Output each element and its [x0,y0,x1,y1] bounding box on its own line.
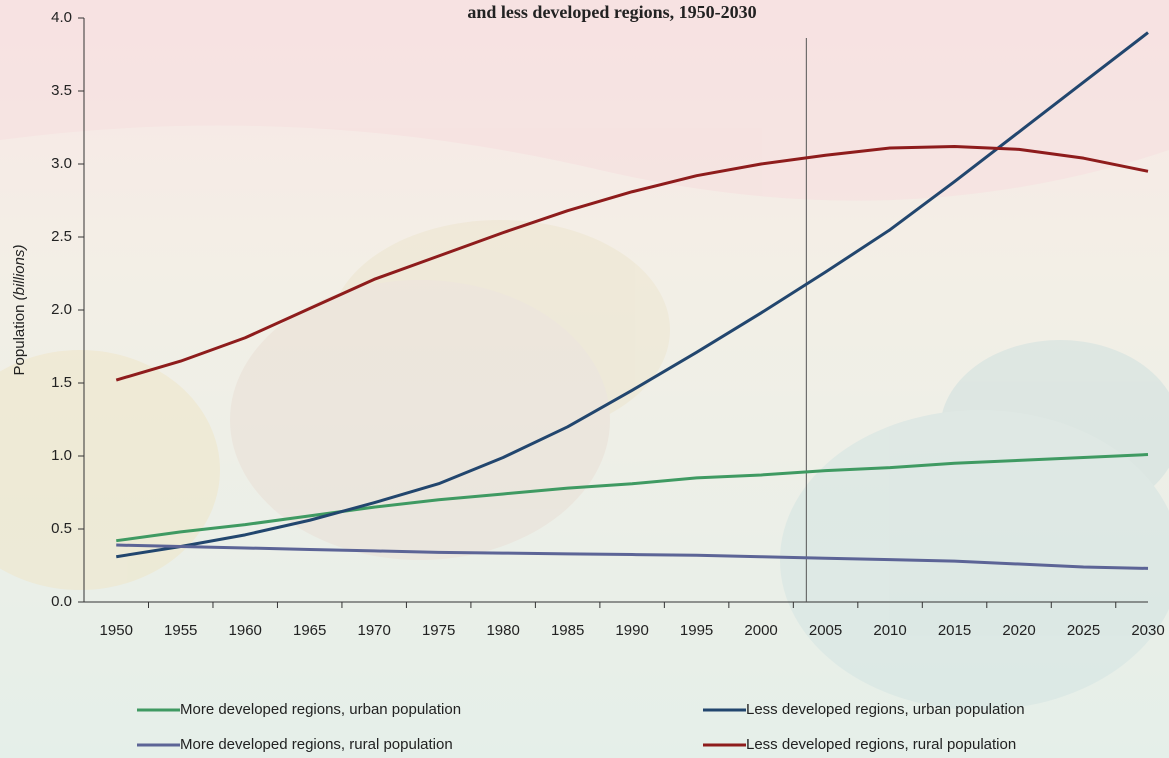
x-tick-label: 2030 [1131,622,1164,639]
x-tick-label: 2025 [1067,622,1100,639]
x-tick-label: 1980 [486,622,519,639]
x-tick-label: 1950 [100,622,133,639]
y-tick-label: 4.0 [51,9,72,26]
legend-label: Less developed regions, urban population [746,701,1025,718]
x-tick-label: 1985 [551,622,584,639]
legend-label: More developed regions, urban population [180,701,461,718]
x-tick-label: 1960 [229,622,262,639]
y-tick-label: 0.5 [51,520,72,537]
legend-label: More developed regions, rural population [180,736,453,753]
x-tick-label: 1975 [422,622,455,639]
x-tick-label: 2000 [744,622,777,639]
x-tick-label: 1995 [680,622,713,639]
x-tick-label: 2020 [1002,622,1035,639]
x-tick-label: 1970 [357,622,390,639]
series-line [116,543,1149,570]
y-tick-label: 0.0 [51,593,72,610]
legend-label: Less developed regions, rural population [746,736,1016,753]
chart-title: and less developed regions, 1950-2030 [467,2,756,22]
y-axis-label: Population (billions) [11,245,28,376]
x-tick-label: 1965 [293,622,326,639]
x-tick-label: 2010 [873,622,906,639]
y-axis-label-main: Population [11,305,28,376]
y-axis-label-unit: (billions) [11,245,28,301]
x-tick-label: 1955 [164,622,197,639]
y-tick-label: 1.0 [51,447,72,464]
y-tick-label: 2.5 [51,228,72,245]
y-tick-label: 2.0 [51,301,72,318]
y-tick-label: 1.5 [51,374,72,391]
series-line [115,144,1149,382]
y-tick-label: 3.0 [51,155,72,172]
x-tick-label: 2015 [938,622,971,639]
x-tick-label: 2005 [809,622,842,639]
y-tick-label: 3.5 [51,82,72,99]
x-tick-label: 1990 [615,622,648,639]
series-line [116,31,1149,559]
series-line [116,453,1149,543]
